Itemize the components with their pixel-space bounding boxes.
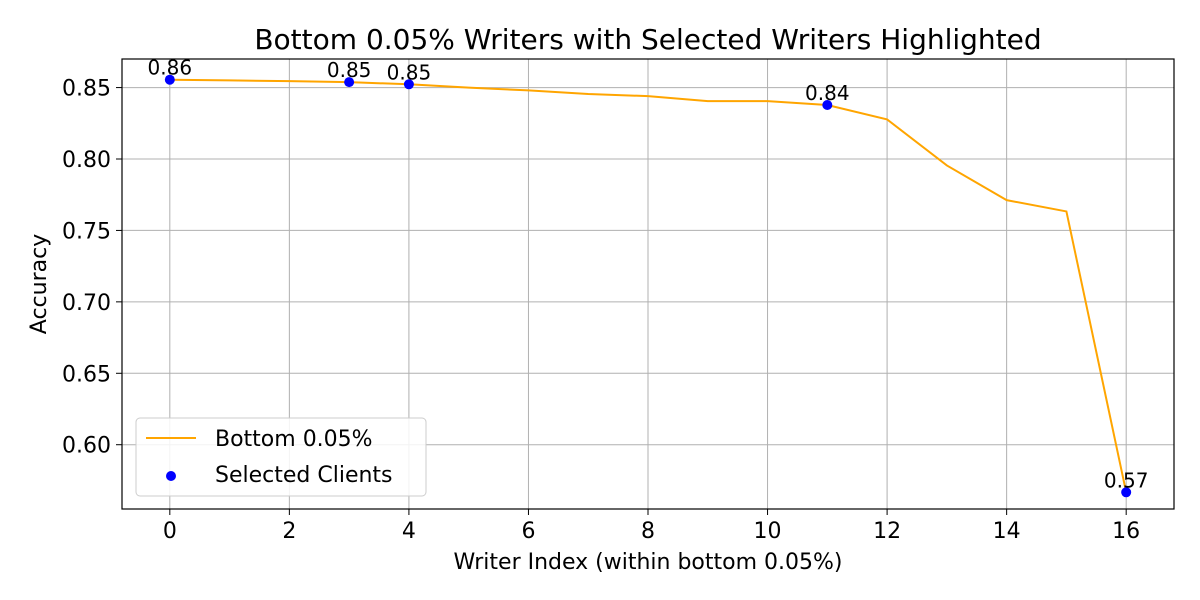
y-tick-label: 0.60 [62, 434, 111, 459]
y-tick-label: 0.70 [62, 291, 111, 316]
y-tick-label: 0.65 [62, 362, 111, 387]
x-tick-label: 10 [754, 519, 782, 544]
x-tick-label: 8 [641, 519, 655, 544]
x-tick-label: 16 [1112, 519, 1140, 544]
y-axis-label: Accuracy [27, 234, 52, 334]
x-tick-label: 4 [402, 519, 416, 544]
selected-client-point [1121, 487, 1132, 498]
chart-title: Bottom 0.05% Writers with Selected Write… [254, 23, 1041, 56]
y-tick-label: 0.80 [62, 148, 111, 173]
legend-label-scatter: Selected Clients [215, 463, 393, 488]
point-value-label: 0.85 [327, 58, 372, 82]
axis-ticks: 0 2 4 6 8 10 12 14 16 0.60 0.65 0.70 0.75 0.80 0.85 [62, 77, 1140, 544]
y-tick-label: 0.85 [62, 77, 111, 102]
legend-box [135, 417, 427, 497]
x-tick-label: 6 [521, 519, 535, 544]
y-tick-label: 0.75 [62, 219, 111, 244]
legend-marker-swatch [166, 471, 176, 481]
point-value-label: 0.84 [805, 81, 850, 105]
x-tick-label: 0 [163, 519, 177, 544]
legend: Bottom 0.05% Selected Clients [135, 417, 427, 497]
selected-client-point [822, 100, 833, 110]
x-tick-label: 12 [873, 519, 901, 544]
x-tick-label: 14 [993, 519, 1021, 544]
point-value-label: 0.57 [1104, 468, 1149, 492]
plot-area: 0.86 0.85 0.85 0.84 0.57 [148, 56, 1149, 498]
x-tick-label: 2 [282, 519, 296, 544]
selected-client-point [164, 74, 175, 85]
x-axis-label: Writer Index (within bottom 0.05%) [453, 550, 842, 575]
point-value-label: 0.86 [148, 56, 193, 80]
series-line-bottom [169, 78, 1128, 493]
selected-client-point [403, 79, 414, 90]
point-value-label: 0.85 [387, 60, 432, 84]
grid [122, 59, 1174, 509]
legend-label-line: Bottom 0.05% [215, 427, 373, 452]
selected-client-point [344, 77, 355, 88]
